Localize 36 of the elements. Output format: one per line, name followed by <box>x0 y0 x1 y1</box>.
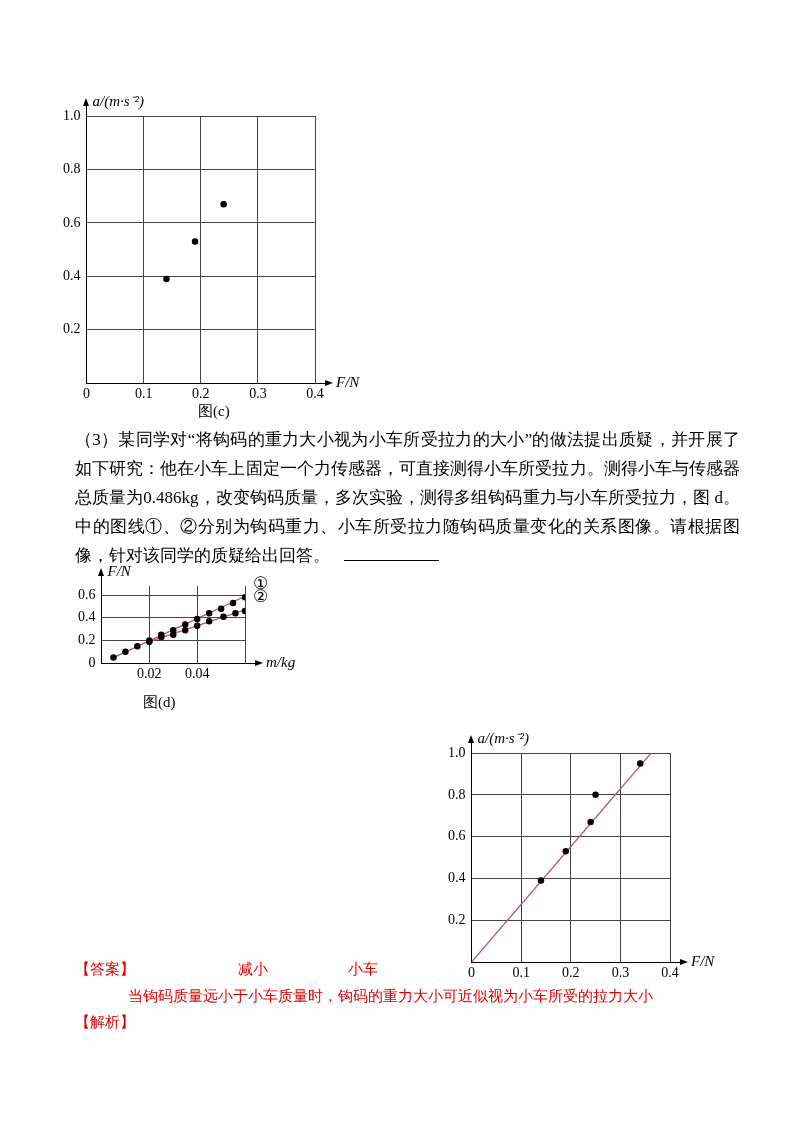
y-tick-label: 0.6 <box>78 586 96 602</box>
y-tick-label: 1.0 <box>448 744 466 760</box>
x-tick-label: 0.04 <box>184 666 210 682</box>
x-axis-title: F/N <box>335 374 361 391</box>
y-tick-label: 0.4 <box>78 609 96 625</box>
x-tick-label: 0.1 <box>134 386 153 402</box>
x-tick-label: 0.3 <box>249 386 267 402</box>
text: 图(d) <box>143 693 176 712</box>
x-axis-title: F/N <box>690 953 716 970</box>
x-axis-title: m/kg <box>266 654 296 671</box>
y-tick-label: 0.2 <box>78 632 96 648</box>
y-axis-title: a/(m·s⁻²) <box>92 92 145 110</box>
text: 【答案】 <box>75 960 135 979</box>
y-axis-title: a/(m·s⁻²) <box>477 729 530 747</box>
text: 【解析】 <box>75 1013 135 1032</box>
x-tick-label: 0.3 <box>611 965 630 981</box>
x-tick-label: 0.2 <box>562 965 580 981</box>
y-tick-label: 0.4 <box>63 267 81 283</box>
text: 减小 <box>238 960 268 979</box>
x-tick-label: 0.2 <box>192 386 210 402</box>
text: 图(c) <box>198 402 230 421</box>
y-tick-label: 1.0 <box>63 107 81 123</box>
y-tick-label: 0.6 <box>63 214 81 230</box>
y-tick-label: 0.2 <box>448 912 466 928</box>
text: 小车 <box>348 960 378 979</box>
y-tick-label: 0.4 <box>448 870 466 886</box>
x-tick-label: 0.4 <box>661 965 679 981</box>
y-tick-label: 0.6 <box>448 828 466 844</box>
text: 当钩码质量远小于小车质量时，钩码的重力大小可近似视为小车所受的拉力大小 <box>128 987 653 1006</box>
y-tick-label: 0 <box>88 654 96 670</box>
y-tick-label: 0.8 <box>448 786 466 802</box>
x-tick-label: 0.02 <box>137 666 162 682</box>
y-tick-label: 0.2 <box>63 321 81 337</box>
y-tick-label: 0.8 <box>63 161 81 177</box>
x-tick-label: 0.1 <box>512 965 530 981</box>
x-tick-label: 0.4 <box>306 386 324 402</box>
